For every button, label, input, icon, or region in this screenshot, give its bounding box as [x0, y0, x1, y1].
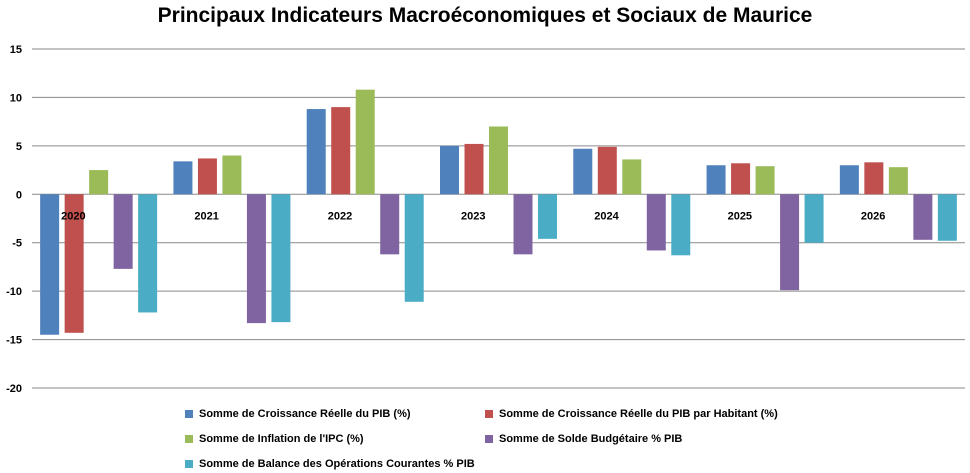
- bar: [380, 194, 400, 255]
- legend-label: Somme de Solde Budgétaire % PIB: [499, 433, 683, 445]
- bar: [864, 162, 884, 195]
- legend-swatch: [185, 460, 193, 468]
- legend-item-solde-budgetaire: Somme de Solde Budgétaire % PIB: [485, 433, 682, 445]
- bar: [197, 158, 217, 195]
- legend-item-croissance-pib: Somme de Croissance Réelle du PIB (%): [185, 408, 411, 420]
- legend-item-balance-courante: Somme de Balance des Opérations Courante…: [185, 458, 475, 470]
- y-tick-label: 10: [10, 92, 22, 104]
- bar: [538, 194, 557, 239]
- bar: [706, 165, 726, 195]
- x-tick-label: 2024: [594, 210, 619, 222]
- y-tick-label: -5: [12, 238, 22, 250]
- bar: [646, 194, 666, 251]
- y-tick-label: 15: [10, 44, 22, 56]
- bar: [40, 194, 60, 335]
- legend-label: Somme de Balance des Opérations Courante…: [199, 458, 475, 470]
- bar: [464, 143, 484, 195]
- legend-label: Somme de Croissance Réelle du PIB (%): [199, 408, 411, 420]
- y-tick-label: -20: [6, 383, 22, 395]
- bar: [622, 159, 642, 195]
- bar: [113, 194, 133, 269]
- bar: [804, 194, 824, 243]
- legend: Somme de Croissance Réelle du PIB (%) So…: [185, 402, 965, 472]
- bar: [440, 145, 459, 195]
- legend-swatch: [185, 435, 193, 443]
- bar: [306, 109, 326, 195]
- legend-swatch: [485, 410, 493, 418]
- bars: [40, 89, 957, 335]
- x-tick-label: 2026: [861, 210, 885, 222]
- x-tick-label: 2025: [728, 210, 752, 222]
- y-tick-label: -10: [6, 286, 22, 298]
- bar: [755, 166, 775, 195]
- bar: [173, 161, 193, 195]
- legend-label: Somme de Inflation de l'IPC (%): [199, 433, 364, 445]
- legend-swatch: [185, 410, 193, 418]
- bar: [937, 194, 957, 241]
- x-tick-label: 2021: [194, 210, 218, 222]
- y-axis-tick-labels: 15 10 5 0 -5 -10 -15 -20: [6, 44, 22, 395]
- x-tick-label: 2022: [328, 210, 352, 222]
- bar: [913, 194, 933, 240]
- bar: [331, 107, 351, 195]
- bar: [573, 148, 593, 195]
- bar: [64, 194, 84, 333]
- bar: [222, 155, 242, 195]
- bar: [89, 170, 109, 195]
- bar: [671, 194, 691, 256]
- gridlines: [32, 48, 965, 389]
- bar: [513, 194, 533, 255]
- bar: [489, 126, 508, 195]
- bar: [246, 194, 266, 324]
- bar: [355, 89, 375, 195]
- x-tick-label: 2023: [461, 210, 485, 222]
- bar: [888, 167, 908, 195]
- bar: [839, 165, 859, 195]
- bar: [271, 194, 291, 323]
- bar: [138, 194, 158, 313]
- legend-item-croissance-pib-habitant: Somme de Croissance Réelle du PIB par Ha…: [485, 408, 778, 420]
- x-tick-label: 2020: [61, 210, 85, 222]
- chart-title: Principaux Indicateurs Macroéconomiques …: [157, 4, 813, 27]
- x-axis-tick-labels: 2020 2021 2022 2023 2024 2025 2026: [61, 210, 885, 222]
- bar: [731, 163, 751, 195]
- bar: [780, 194, 800, 291]
- y-tick-label: 5: [16, 141, 22, 153]
- bar: [597, 146, 617, 195]
- legend-label: Somme de Croissance Réelle du PIB par Ha…: [499, 408, 778, 420]
- y-tick-label: 0: [16, 189, 22, 201]
- legend-swatch: [485, 435, 493, 443]
- legend-item-inflation: Somme de Inflation de l'IPC (%): [185, 433, 364, 445]
- y-tick-label: -15: [6, 335, 22, 347]
- bar: [404, 194, 424, 302]
